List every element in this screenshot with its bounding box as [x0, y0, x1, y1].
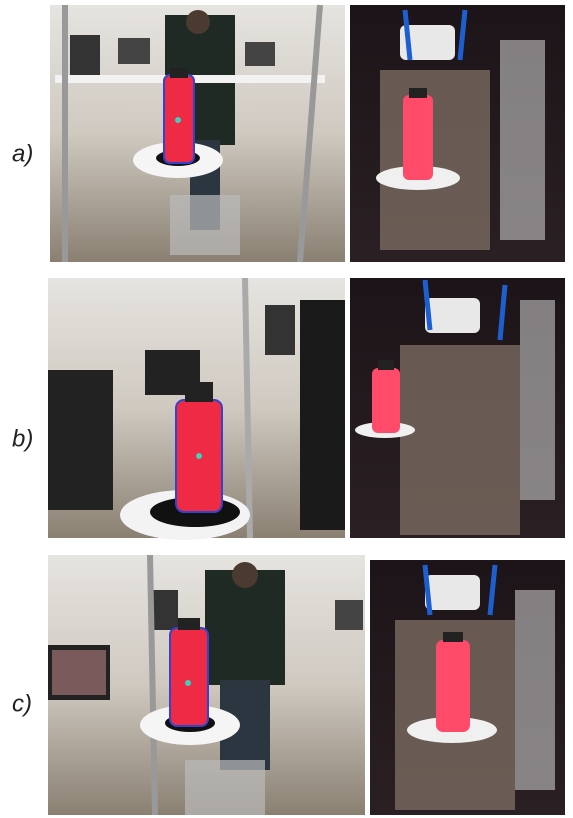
panel-label: a) — [12, 140, 33, 167]
row-a: a) — [12, 5, 565, 262]
camera-photo — [48, 278, 345, 540]
robot-photo — [350, 278, 565, 538]
robot-photo — [350, 5, 565, 262]
camera-photo — [48, 555, 365, 815]
row-b: b) — [12, 278, 565, 540]
figure: a) — [0, 0, 573, 818]
row-c: c) — [12, 555, 565, 815]
robot-photo — [370, 560, 565, 815]
camera-photo — [50, 5, 345, 262]
panel-label: b) — [12, 425, 33, 452]
panel-label: c) — [12, 690, 32, 717]
